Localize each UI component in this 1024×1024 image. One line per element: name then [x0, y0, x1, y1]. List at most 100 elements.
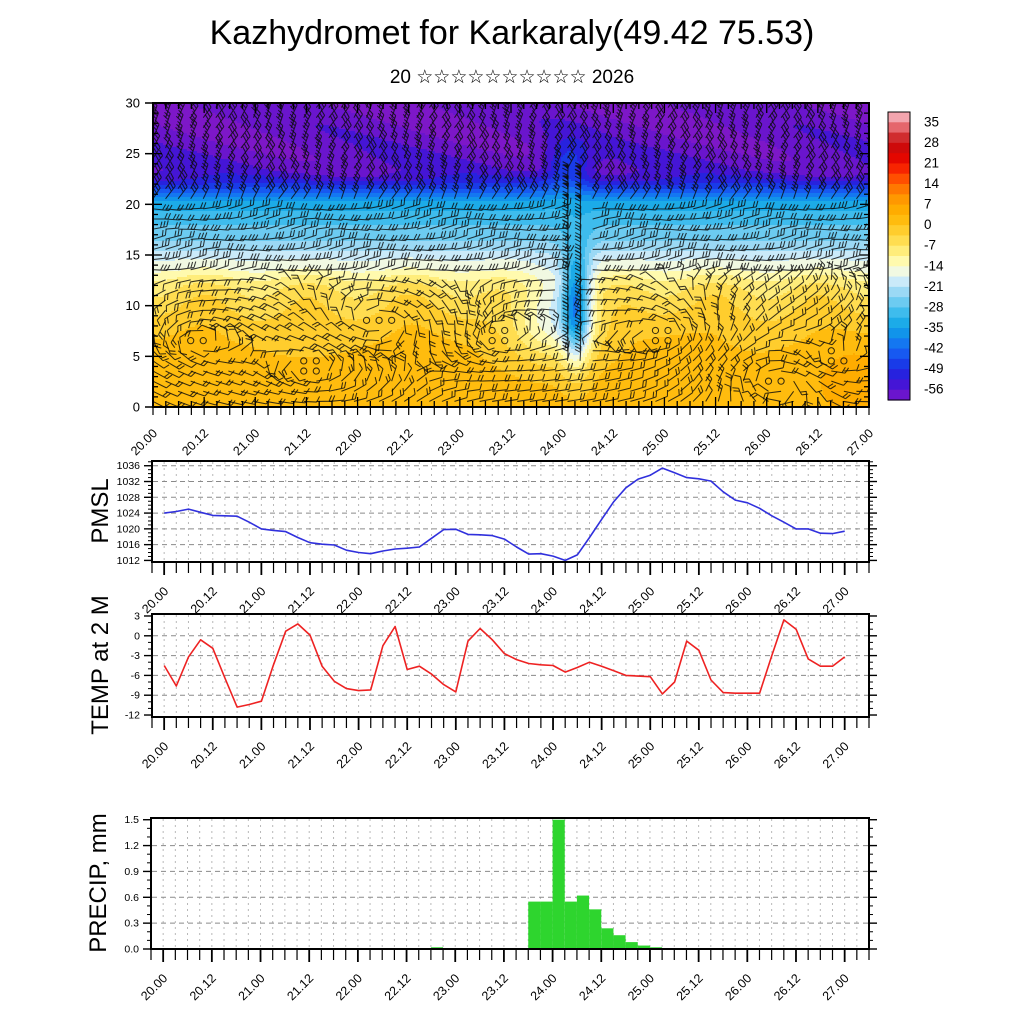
x-tick-label: 25.00 [625, 584, 657, 616]
x-tick-label: 21.12 [285, 739, 317, 771]
y-tick-label: -6 [131, 670, 140, 682]
x-tick-label: 22.00 [334, 739, 366, 771]
colorbar-tick-label: -14 [924, 258, 944, 273]
temp-axis-title: TEMP at 2 M [87, 595, 114, 735]
colorbar: 35 28 21 14 7 0 -7 -14 -21 -28 -35 -42 -49 -56 [887, 111, 944, 401]
x-tick-label: 23.00 [430, 971, 462, 1003]
y-tick-label: 1032 [117, 476, 141, 488]
x-tick-label: 21.12 [284, 971, 316, 1003]
xsection-x-tick-label: 22.00 [333, 426, 365, 458]
x-tick-label: 21.00 [236, 584, 268, 616]
colorbar-tick-label: 14 [924, 176, 940, 191]
xsection-y-tick-label: 30 [126, 96, 140, 111]
x-tick-label: 23.12 [479, 971, 511, 1003]
xsection-x-tick-label: 21.12 [282, 426, 314, 458]
y-tick-label: 1.5 [124, 814, 139, 826]
colorbar-tick-label: 35 [924, 114, 939, 129]
x-tick-label: 26.00 [722, 971, 754, 1003]
precip-bar [564, 901, 577, 949]
xsection-y-tick-label: 25 [126, 146, 140, 161]
x-tick-label: 26.12 [771, 584, 803, 616]
precip-bar [430, 947, 444, 949]
colorbar-tick-label: -21 [924, 279, 944, 294]
x-tick-label: 22.12 [382, 584, 414, 616]
panel-precip-mm: 0.0 0.3 0.6 0.9 1.2 1.5 20.00 20.12 21.00 21.12 22… [124, 814, 877, 1003]
precip-bar [637, 945, 650, 949]
xsection-x-tick-label: 24.00 [537, 426, 569, 458]
precip-bar [589, 909, 602, 949]
y-tick-label: 0.3 [124, 918, 139, 930]
precip-bar [625, 942, 638, 949]
precip-axis-title: PRECIP, mm [85, 813, 112, 953]
y-tick-label: -9 [131, 690, 140, 702]
x-tick-label: 22.12 [382, 739, 414, 771]
x-tick-label: 22.00 [334, 584, 366, 616]
precip-bar [528, 901, 541, 949]
x-tick-label: 20.00 [139, 584, 171, 616]
colorbar-tick-label: -56 [924, 382, 944, 397]
x-tick-label: 22.12 [382, 971, 414, 1003]
y-tick-label: 0.6 [124, 892, 139, 904]
x-tick-label: 26.00 [723, 739, 755, 771]
xsection-x-tick-label: 25.00 [640, 426, 672, 458]
page-subtitle: 20 ☆☆☆☆☆☆☆☆☆☆ 2026 [389, 67, 635, 88]
xsection-y-tick-label: 15 [126, 248, 140, 263]
xsection-x-tick-label: 26.12 [793, 426, 825, 458]
precip-bar [540, 901, 553, 949]
x-tick-label: 21.12 [285, 584, 317, 616]
colorbar-tick-label: -35 [924, 320, 944, 335]
colorbar-tick-label: 28 [924, 135, 939, 150]
colorbar-tick-label: -28 [924, 299, 944, 314]
xsection-x-tick-label: 27.00 [844, 426, 876, 458]
colorbar-tick-label: -49 [924, 361, 944, 376]
precip-bar [552, 819, 565, 949]
x-tick-label: 23.00 [431, 584, 463, 616]
x-tick-label: 23.12 [480, 739, 512, 771]
x-tick-label: 20.12 [188, 584, 220, 616]
precip-bar [613, 935, 626, 949]
xsection-x-tick-label: 22.12 [384, 426, 416, 458]
x-tick-label: 20.12 [187, 971, 219, 1003]
xsection-x-tick-label: 20.12 [179, 426, 211, 458]
x-tick-label: 26.00 [723, 584, 755, 616]
x-tick-label: 25.00 [625, 739, 657, 771]
x-tick-label: 20.12 [188, 739, 220, 771]
y-tick-label: 0 [134, 630, 140, 642]
y-tick-label: 1016 [117, 539, 141, 551]
colorbar-tick-label: 7 [924, 197, 932, 212]
y-tick-label: 0.9 [124, 866, 139, 878]
xsection-y-tick-label: 5 [133, 349, 140, 364]
xsection-x-tick-label: 23.00 [435, 426, 467, 458]
colorbar-tick-label: -42 [924, 341, 944, 356]
colorbar-tick-label: -7 [924, 238, 936, 253]
x-tick-label: 25.12 [674, 584, 706, 616]
x-tick-label: 24.00 [528, 584, 560, 616]
cross-section-canvas [153, 103, 869, 407]
precip-bar [649, 947, 663, 949]
xsection-x-tick-label: 25.12 [691, 426, 723, 458]
xsection-y-tick-label: 0 [133, 400, 140, 415]
x-tick-label: 22.00 [333, 971, 365, 1003]
y-tick-label: 1020 [117, 523, 141, 535]
y-tick-label: 0.0 [124, 944, 139, 956]
y-tick-label: 1028 [117, 492, 141, 504]
x-tick-label: 21.00 [236, 971, 268, 1003]
colorbar-tick-label: 21 [924, 155, 939, 170]
y-tick-label: 1012 [117, 555, 141, 567]
y-tick-label: -12 [125, 710, 140, 722]
x-tick-label: 23.12 [480, 584, 512, 616]
colorbar-tick-label: 0 [924, 217, 932, 232]
y-tick-label: 1036 [117, 460, 141, 472]
xsection-x-tick-label: 23.12 [486, 426, 518, 458]
x-tick-label: 20.00 [138, 971, 170, 1003]
x-tick-label: 27.00 [820, 971, 852, 1003]
xsection-y-tick-label: 20 [126, 197, 140, 212]
y-tick-label: 1024 [117, 508, 141, 520]
x-tick-label: 24.12 [576, 971, 608, 1003]
x-tick-label: 23.00 [431, 739, 463, 771]
pmsl-line [164, 467, 845, 562]
pmsl-axis-title: PMSL [87, 478, 114, 544]
x-tick-label: 24.00 [528, 971, 560, 1003]
y-tick-label: 3 [134, 610, 140, 622]
